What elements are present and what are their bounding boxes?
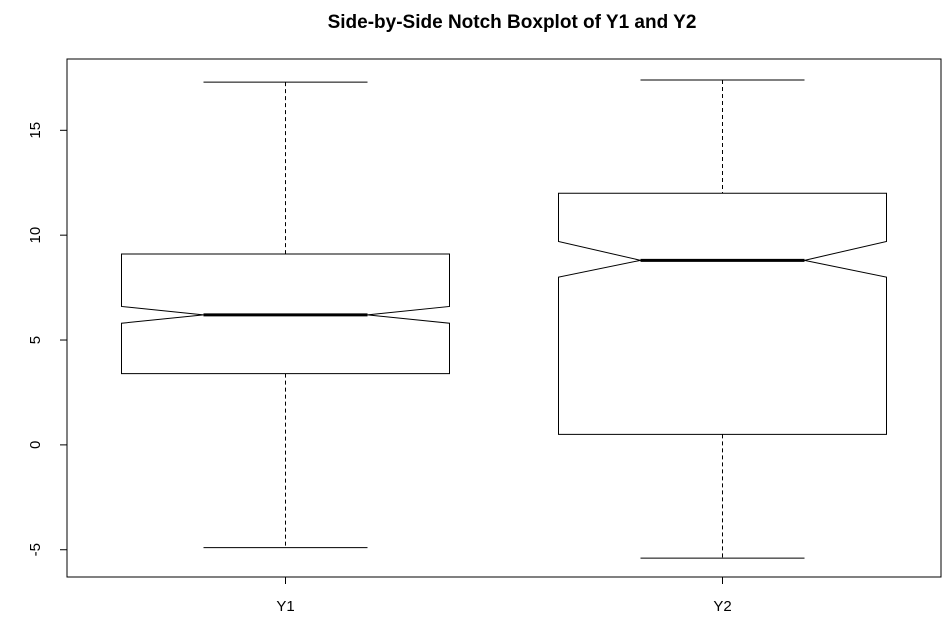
x-axis: Y1 Y2 xyxy=(276,577,732,615)
boxes-layer xyxy=(121,79,887,559)
box-Y2 xyxy=(558,79,887,559)
y-tick-label-0: -5 xyxy=(27,543,44,556)
box-Y1 xyxy=(121,81,450,549)
y-tick-label-4: 15 xyxy=(27,122,44,139)
y-tick-label-1: 0 xyxy=(27,441,44,449)
y-axis: -5 0 5 10 15 xyxy=(27,122,67,556)
y-tick-label-3: 10 xyxy=(27,227,44,244)
x-tick-label-1: Y2 xyxy=(713,598,731,615)
plot-frame xyxy=(66,58,942,578)
chart-title: Side-by-Side Notch Boxplot of Y1 and Y2 xyxy=(328,12,697,33)
x-tick-label-0: Y1 xyxy=(276,598,294,615)
y-tick-label-2: 5 xyxy=(27,336,44,344)
notched-box-Y2 xyxy=(558,192,887,435)
